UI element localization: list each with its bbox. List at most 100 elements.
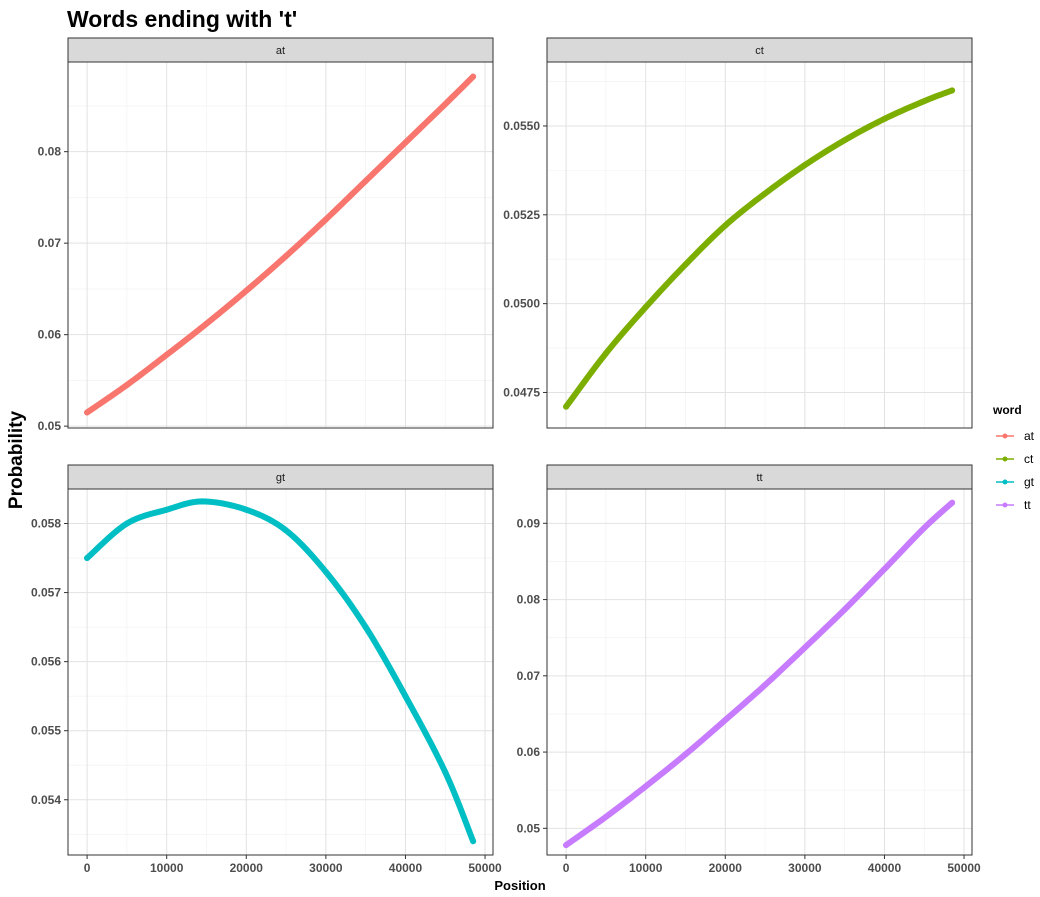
data-point-ct	[841, 137, 848, 144]
data-point-tt	[841, 606, 848, 613]
data-point-ct	[801, 162, 808, 169]
data-point-at	[402, 139, 409, 146]
facet-strip	[546, 464, 973, 490]
legend-label: ct	[1024, 452, 1034, 466]
data-point-tt	[762, 681, 769, 688]
data-point-at	[163, 351, 170, 358]
data-point-tt	[682, 751, 689, 758]
data-point-ct	[881, 115, 888, 122]
y-tick-label: 0.056	[31, 655, 61, 669]
data-point-ct	[762, 190, 769, 197]
data-point-ct	[949, 87, 956, 94]
x-tick-label: 20000	[230, 861, 264, 875]
y-axis-title: Probability	[6, 410, 27, 509]
x-tick-label: 40000	[868, 861, 902, 875]
x-tick-label: 30000	[309, 861, 343, 875]
data-point-gt	[402, 693, 409, 700]
x-tick-label: 0	[563, 861, 570, 875]
legend-item-gt: gt	[996, 475, 1035, 489]
x-tick-label: 50000	[468, 861, 502, 875]
y-tick-label: 0.055	[31, 724, 61, 738]
y-tick-label: 0.09	[517, 516, 541, 530]
data-point-ct	[642, 304, 649, 311]
data-point-gt	[243, 506, 250, 513]
data-point-gt	[163, 506, 170, 513]
legend-label: gt	[1024, 475, 1035, 489]
data-point-gt	[199, 498, 206, 505]
data-point-tt	[722, 717, 729, 724]
y-tick-label: 0.05	[517, 821, 541, 835]
facet-panel-ct: 0.0475 0.0500 0.0525 0.0550 ct	[503, 37, 973, 429]
legend-key-point	[1002, 502, 1008, 508]
data-point-gt	[123, 520, 130, 527]
data-point-at	[123, 381, 130, 388]
data-point-ct	[722, 222, 729, 229]
y-tick-label: 0.0550	[503, 119, 540, 133]
data-point-gt	[283, 527, 290, 534]
x-tick-label: 10000	[629, 861, 663, 875]
y-tick-label: 0.0475	[503, 385, 540, 399]
x-axis-title: Position	[494, 878, 545, 893]
legend-item-at: at	[996, 429, 1035, 443]
legend-item-tt: tt	[996, 498, 1031, 512]
y-tick-label: 0.07	[38, 236, 62, 250]
data-point-gt	[362, 624, 369, 631]
legend-key-point	[1002, 479, 1008, 485]
facet-strip-label: gt	[276, 472, 285, 484]
y-tick-label: 0.054	[31, 793, 61, 807]
data-point-tt	[801, 644, 808, 651]
facet-strip-label: ct	[755, 45, 764, 57]
chart-title: Words ending with 't'	[67, 6, 297, 32]
x-tick-label: 10000	[150, 861, 184, 875]
data-point-gt	[322, 568, 329, 575]
data-point-at	[470, 73, 477, 80]
legend-title: word	[992, 403, 1022, 417]
facet-panel-at: 0.05 0.06 0.07 0.08 at	[38, 37, 494, 433]
data-point-tt	[881, 566, 888, 573]
y-tick-label: 0.0525	[503, 208, 540, 222]
data-point-at	[283, 252, 290, 259]
data-point-at	[243, 287, 250, 294]
data-point-tt	[642, 783, 649, 790]
data-point-ct	[602, 350, 609, 357]
data-point-at	[442, 101, 449, 108]
y-tick-label: 0.08	[517, 593, 541, 607]
x-tick-label: 30000	[788, 861, 822, 875]
facet-strip-label: at	[276, 45, 285, 57]
legend-label: at	[1024, 429, 1035, 443]
legend-key-point	[1002, 456, 1008, 462]
data-point-at	[322, 216, 329, 223]
legend: word at ct gt tt	[992, 403, 1035, 512]
panel-background	[68, 489, 493, 855]
x-tick-label: 40000	[389, 861, 423, 875]
legend-label: tt	[1024, 498, 1031, 512]
data-point-ct	[682, 261, 689, 268]
y-tick-label: 0.08	[38, 145, 62, 159]
data-point-tt	[563, 842, 570, 849]
x-tick-label: 50000	[947, 861, 981, 875]
x-tick-label: 0	[84, 861, 91, 875]
legend-key-point	[1002, 433, 1008, 439]
facet-strip	[546, 37, 973, 63]
data-point-at	[362, 177, 369, 184]
data-point-at	[84, 409, 91, 416]
y-tick-label: 0.06	[517, 745, 541, 759]
data-point-tt	[602, 813, 609, 820]
data-point-tt	[921, 524, 928, 531]
facet-strip	[67, 464, 494, 490]
data-point-ct	[921, 98, 928, 105]
data-point-gt	[84, 555, 91, 562]
facet-strip	[67, 37, 494, 63]
legend-items: at ct gt tt	[996, 429, 1035, 512]
y-tick-label: 0.07	[517, 669, 541, 683]
facet-panel-gt: 0.054 0.055 0.056 0.057 0.058 0 10000 20000 3000…	[31, 464, 502, 875]
x-tick-label: 20000	[709, 861, 743, 875]
y-tick-label: 0.058	[31, 517, 61, 531]
y-tick-label: 0.057	[31, 586, 61, 600]
y-tick-label: 0.06	[38, 328, 62, 342]
data-point-gt	[470, 838, 477, 845]
legend-item-ct: ct	[996, 452, 1034, 466]
data-point-tt	[949, 499, 956, 506]
facet-panels: 0.050.060.070.08at0.04750.05000.05250.05…	[31, 37, 981, 875]
